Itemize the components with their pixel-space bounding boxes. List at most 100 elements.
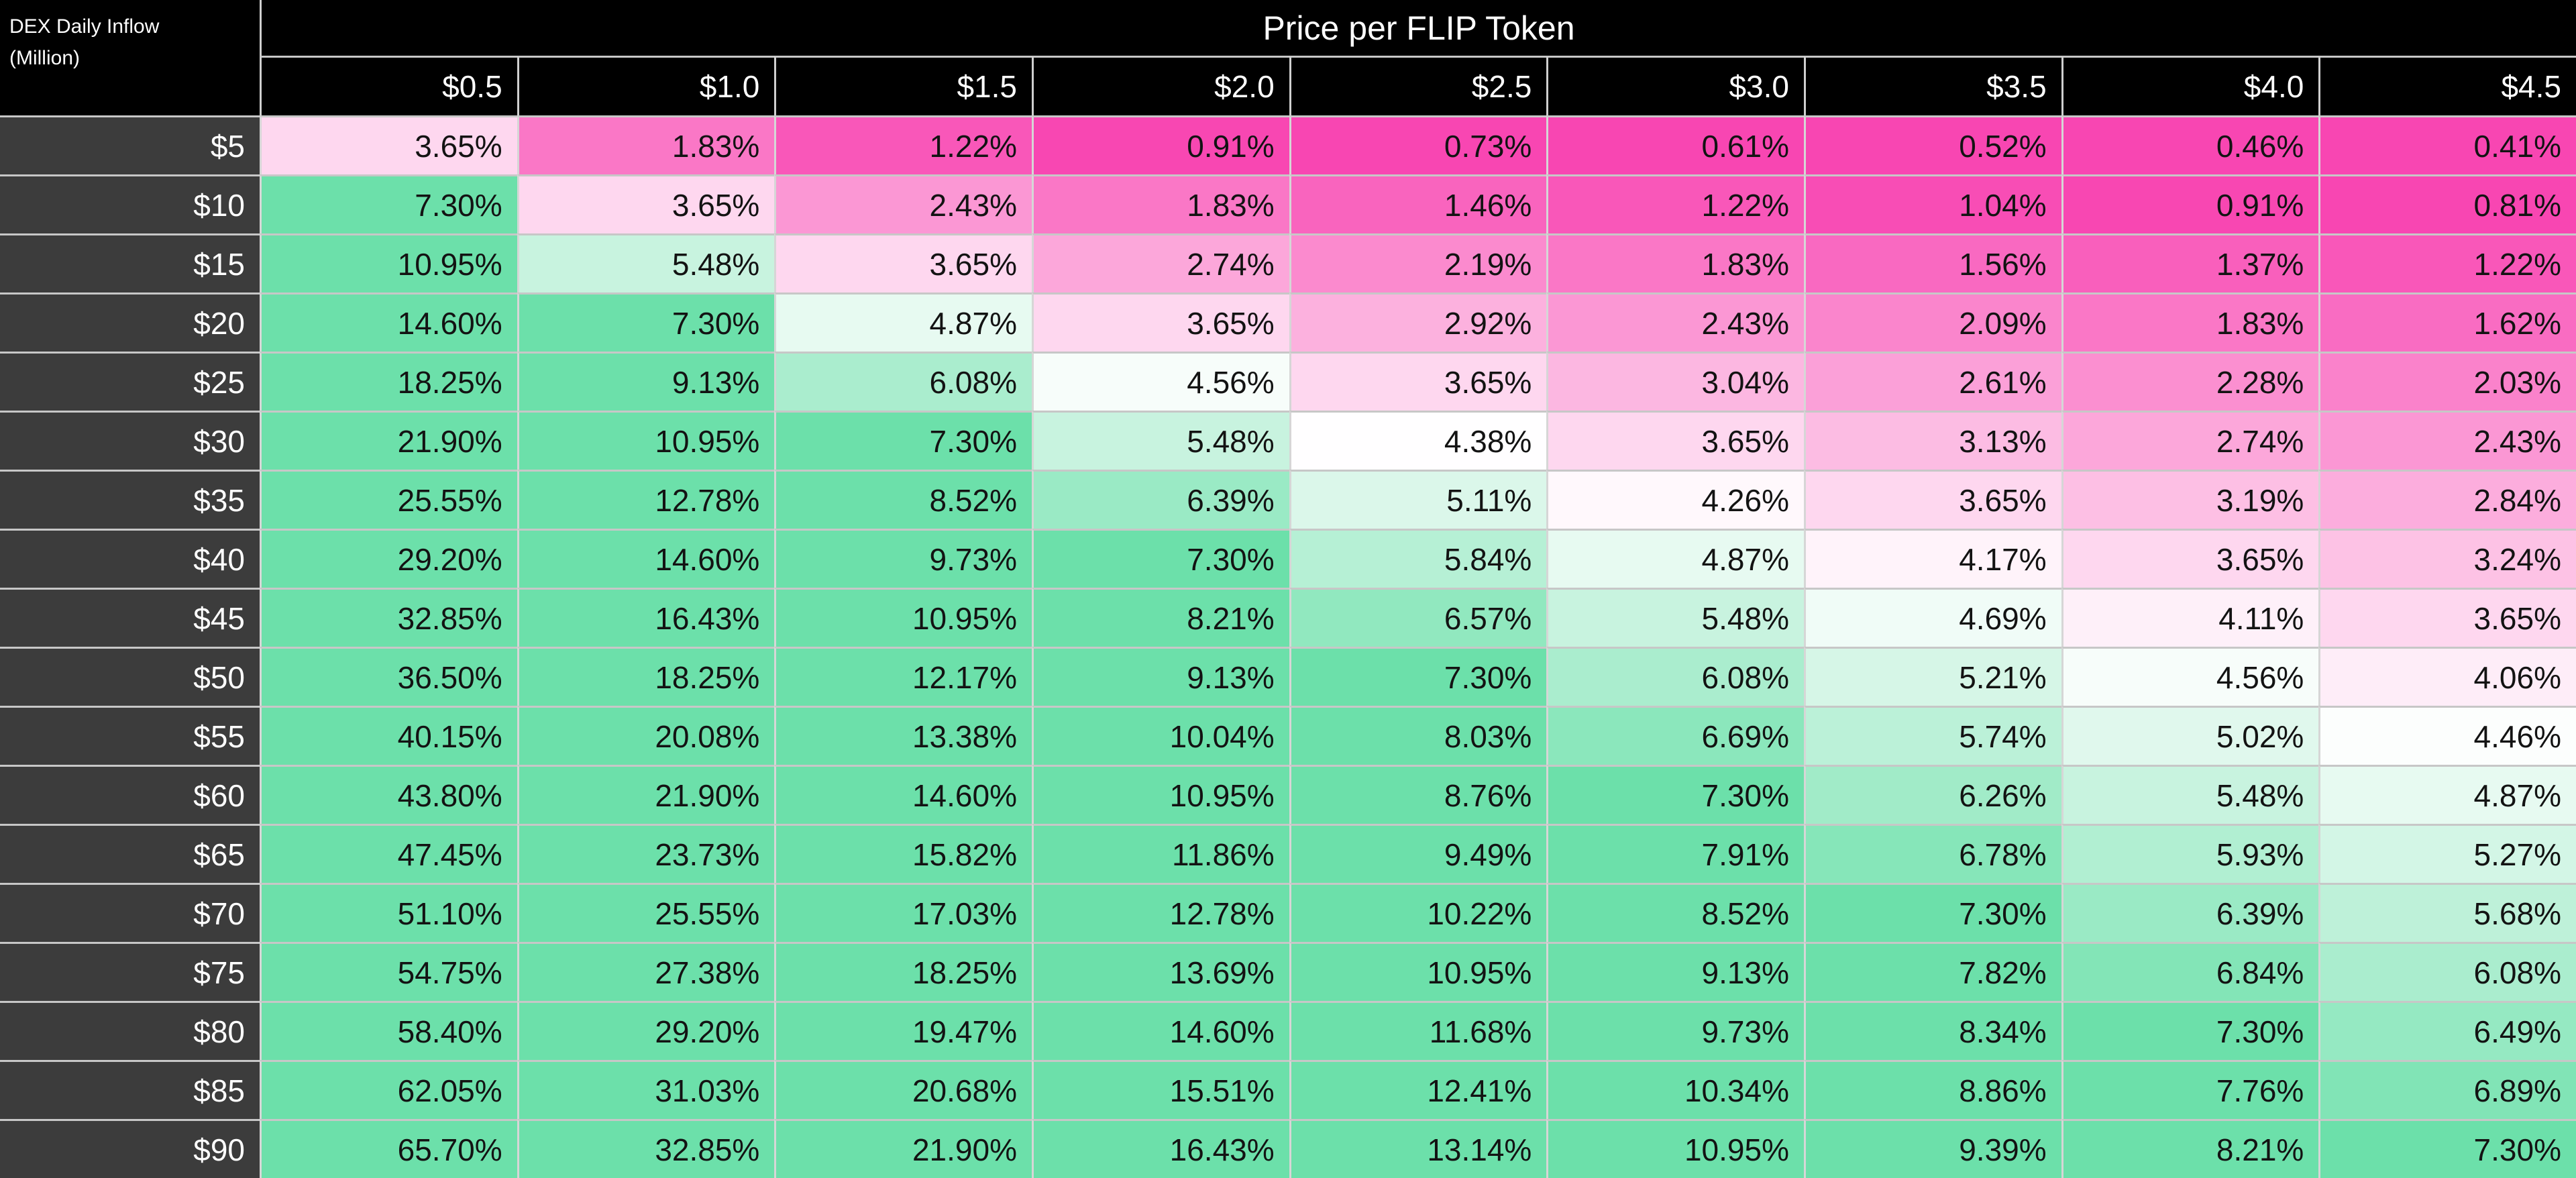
heatmap-cell: 6.26%	[1803, 765, 2061, 824]
heatmap-cell: 8.21%	[2061, 1119, 2319, 1178]
heatmap-cell: 8.21%	[1031, 588, 1289, 647]
row-header: $25	[0, 352, 260, 411]
heatmap-cell: 6.84%	[2061, 942, 2319, 1001]
heatmap-cell: 4.87%	[1546, 529, 1804, 588]
heatmap-cell: 5.48%	[517, 233, 775, 292]
heatmap-cell: 62.05%	[260, 1060, 517, 1119]
heatmap-cell: 4.38%	[1289, 411, 1547, 470]
heatmap-cell: 51.10%	[260, 883, 517, 942]
row-header: $55	[0, 706, 260, 765]
heatmap-cell: 58.40%	[260, 1001, 517, 1060]
heatmap-cell: 3.65%	[260, 115, 517, 174]
heatmap-cell: 1.83%	[1031, 174, 1289, 233]
heatmap-cell: 0.41%	[2318, 115, 2576, 174]
heatmap-cell: 3.65%	[1289, 352, 1547, 411]
column-header: $4.0	[2061, 56, 2319, 115]
heatmap-cell: 36.50%	[260, 647, 517, 706]
heatmap-cell: 4.06%	[2318, 647, 2576, 706]
heatmap-cell: 6.57%	[1289, 588, 1547, 647]
heatmap-cell: 32.85%	[260, 588, 517, 647]
heatmap-cell: 9.13%	[1031, 647, 1289, 706]
heatmap-cell: 5.21%	[1803, 647, 2061, 706]
heatmap-cell: 9.49%	[1289, 824, 1547, 883]
heatmap-cell: 2.09%	[1803, 292, 2061, 352]
heatmap-cell: 29.20%	[517, 1001, 775, 1060]
heatmap-cell: 2.43%	[774, 174, 1032, 233]
heatmap-cell: 6.49%	[2318, 1001, 2576, 1060]
heatmap-cell: 13.69%	[1031, 942, 1289, 1001]
heatmap-cell: 54.75%	[260, 942, 517, 1001]
heatmap-cell: 27.38%	[517, 942, 775, 1001]
heatmap-cell: 6.78%	[1803, 824, 2061, 883]
heatmap-cell: 1.83%	[2061, 292, 2319, 352]
heatmap-cell: 3.65%	[1031, 292, 1289, 352]
heatmap-cell: 9.73%	[1546, 1001, 1804, 1060]
heatmap-cell: 2.84%	[2318, 470, 2576, 529]
heatmap-cell: 3.65%	[1546, 411, 1804, 470]
heatmap-cell: 1.04%	[1803, 174, 2061, 233]
heatmap-cell: 4.87%	[2318, 765, 2576, 824]
heatmap-cell: 47.45%	[260, 824, 517, 883]
heatmap-cell: 12.78%	[1031, 883, 1289, 942]
heatmap-cell: 20.08%	[517, 706, 775, 765]
heatmap-cell: 7.91%	[1546, 824, 1804, 883]
row-header: $20	[0, 292, 260, 352]
row-header: $70	[0, 883, 260, 942]
heatmap-cell: 5.68%	[2318, 883, 2576, 942]
heatmap-cell: 7.82%	[1803, 942, 2061, 1001]
heatmap-cell: 10.95%	[260, 233, 517, 292]
heatmap-cell: 6.08%	[1546, 647, 1804, 706]
heatmap-cell: 11.68%	[1289, 1001, 1547, 1060]
heatmap-cell: 31.03%	[517, 1060, 775, 1119]
row-header: $85	[0, 1060, 260, 1119]
column-header: $0.5	[260, 56, 517, 115]
column-header: $2.0	[1031, 56, 1289, 115]
heatmap-cell: 3.24%	[2318, 529, 2576, 588]
heatmap-cell: 6.39%	[2061, 883, 2319, 942]
heatmap-cell: 5.02%	[2061, 706, 2319, 765]
heatmap-cell: 40.15%	[260, 706, 517, 765]
heatmap-cell: 1.46%	[1289, 174, 1547, 233]
heatmap-cell: 5.74%	[1803, 706, 2061, 765]
heatmap-cell: 10.95%	[517, 411, 775, 470]
row-header: $35	[0, 470, 260, 529]
heatmap-cell: 2.43%	[1546, 292, 1804, 352]
heatmap-cell: 0.46%	[2061, 115, 2319, 174]
heatmap-cell: 5.48%	[1546, 588, 1804, 647]
row-axis-label: DEX Daily Inflow (Million)	[0, 0, 260, 115]
heatmap-cell: 9.39%	[1803, 1119, 2061, 1178]
heatmap-cell: 12.78%	[517, 470, 775, 529]
heatmap-cell: 0.61%	[1546, 115, 1804, 174]
heatmap-cell: 12.41%	[1289, 1060, 1547, 1119]
heatmap-cell: 16.43%	[517, 588, 775, 647]
heatmap-cell: 18.25%	[774, 942, 1032, 1001]
column-header: $1.5	[774, 56, 1032, 115]
heatmap-cell: 11.86%	[1031, 824, 1289, 883]
heatmap-cell: 8.86%	[1803, 1060, 2061, 1119]
heatmap-cell: 1.62%	[2318, 292, 2576, 352]
row-header: $60	[0, 765, 260, 824]
heatmap-cell: 1.22%	[2318, 233, 2576, 292]
heatmap-cell: 0.91%	[2061, 174, 2319, 233]
heatmap-cell: 10.34%	[1546, 1060, 1804, 1119]
heatmap-cell: 43.80%	[260, 765, 517, 824]
heatmap-cell: 7.30%	[1803, 883, 2061, 942]
heatmap-cell: 23.73%	[517, 824, 775, 883]
heatmap-cell: 12.17%	[774, 647, 1032, 706]
heatmap-cell: 7.30%	[517, 292, 775, 352]
heatmap-cell: 5.48%	[1031, 411, 1289, 470]
heatmap-cell: 10.95%	[774, 588, 1032, 647]
heatmap-cell: 0.81%	[2318, 174, 2576, 233]
heatmap-cell: 0.52%	[1803, 115, 2061, 174]
heatmap-cell: 7.30%	[774, 411, 1032, 470]
heatmap-cell: 25.55%	[517, 883, 775, 942]
heatmap-cell: 1.37%	[2061, 233, 2319, 292]
heatmap-cell: 7.30%	[1289, 647, 1547, 706]
heatmap-cell: 5.27%	[2318, 824, 2576, 883]
heatmap-cell: 4.26%	[1546, 470, 1804, 529]
heatmap-cell: 1.56%	[1803, 233, 2061, 292]
heatmap-cell: 6.69%	[1546, 706, 1804, 765]
heatmap-cell: 4.17%	[1803, 529, 2061, 588]
heatmap-cell: 10.95%	[1289, 942, 1547, 1001]
